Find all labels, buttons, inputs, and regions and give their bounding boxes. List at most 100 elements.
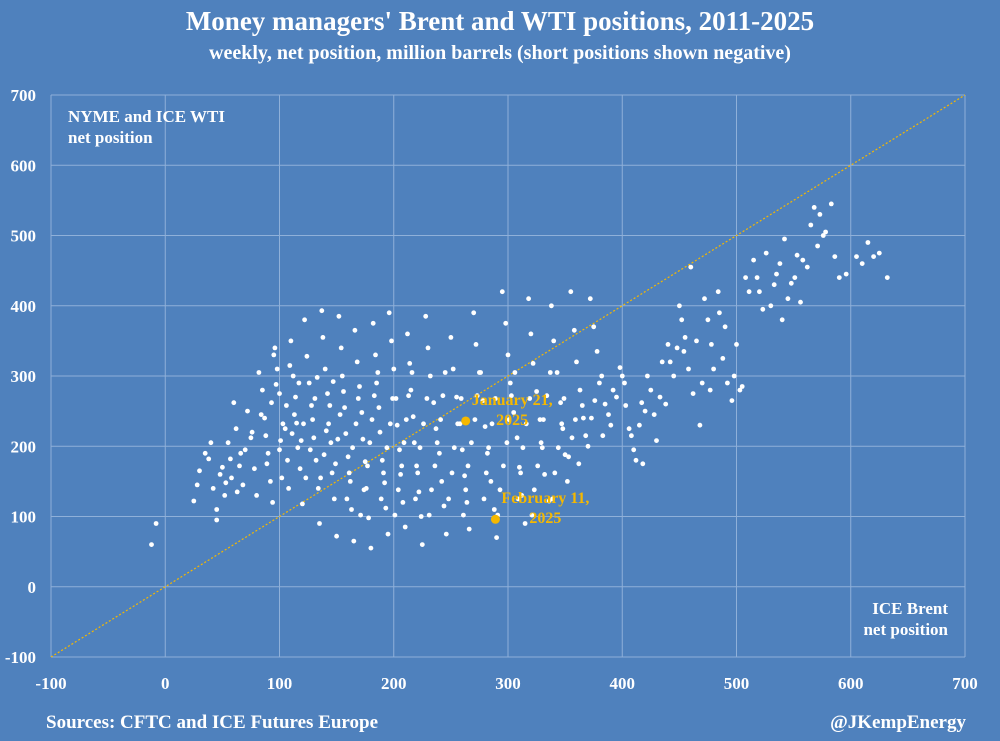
data-point-212	[800, 257, 806, 263]
data-point-42	[293, 394, 298, 400]
data-point-214	[811, 205, 817, 210]
data-point-74	[354, 359, 360, 365]
data-point-135	[499, 289, 505, 295]
data-point-264	[367, 440, 373, 446]
data-point-374	[832, 254, 838, 259]
data-point-350	[645, 373, 650, 379]
data-point-195	[711, 366, 716, 372]
data-point-266	[371, 393, 377, 399]
data-point-81	[368, 545, 374, 551]
data-point-242	[303, 475, 309, 481]
data-point-319	[523, 421, 529, 427]
data-point-336	[576, 461, 582, 467]
data-point-162	[577, 387, 583, 393]
data-point-119	[450, 366, 456, 372]
data-point-75	[357, 384, 362, 389]
data-point-299	[465, 463, 471, 469]
annotation-february-line-2: 2025	[529, 510, 562, 528]
data-point-156	[560, 426, 566, 432]
data-point-199	[729, 398, 735, 403]
data-point-179	[648, 387, 654, 393]
data-point-61	[329, 470, 335, 476]
x-axis-label-line-2: net position	[863, 620, 948, 639]
y-tick-label-8: 700	[11, 86, 37, 105]
data-point-14	[229, 475, 234, 481]
data-point-226	[234, 489, 240, 495]
data-point-84	[374, 380, 379, 386]
data-point-305	[483, 470, 489, 476]
data-point-258	[350, 445, 355, 451]
annotation-january: January 21, 2025	[472, 391, 553, 431]
data-point-49	[306, 380, 312, 386]
data-point-34	[277, 391, 282, 396]
data-point-290	[440, 393, 446, 399]
data-point-5	[202, 450, 208, 456]
data-point-251	[330, 379, 336, 384]
data-point-260	[355, 396, 361, 401]
x-tick-label-3: 200	[381, 674, 407, 693]
data-point-90	[385, 531, 391, 537]
data-point-330	[555, 445, 561, 451]
data-point-62	[331, 496, 337, 502]
data-point-185	[677, 303, 682, 309]
y-tick-label-7: 600	[11, 156, 37, 175]
highlight-points	[461, 416, 500, 524]
data-point-173	[623, 403, 629, 408]
data-point-59	[326, 421, 331, 427]
data-point-160	[571, 327, 577, 333]
data-point-37	[282, 426, 288, 432]
x-tick-label-8: 700	[952, 674, 978, 693]
data-point-154	[554, 370, 560, 375]
data-point-113	[433, 426, 439, 432]
data-point-22	[252, 466, 257, 472]
data-point-215	[817, 212, 823, 217]
data-point-77	[360, 436, 366, 442]
data-point-276	[401, 440, 407, 446]
data-point-76	[359, 410, 365, 415]
data-point-259	[353, 421, 359, 427]
data-point-159	[568, 289, 574, 295]
data-point-232	[273, 382, 279, 387]
data-point-234	[280, 421, 286, 427]
data-point-296	[458, 396, 464, 401]
data-point-153	[551, 338, 557, 344]
data-point-33	[274, 366, 280, 372]
data-point-169	[602, 401, 608, 407]
data-point-221	[871, 254, 876, 259]
y-tick-label-1: 0	[28, 578, 37, 597]
data-point-166	[591, 324, 597, 330]
data-point-246	[314, 375, 320, 380]
data-point-136	[503, 320, 509, 326]
data-point-194	[709, 342, 714, 347]
data-point-39	[286, 486, 291, 491]
data-point-340	[592, 398, 598, 403]
data-point-181	[659, 359, 665, 365]
data-point-50	[309, 403, 314, 408]
x-tick-label-2: 100	[267, 674, 293, 693]
data-point-274	[395, 487, 401, 493]
data-point-375	[843, 271, 849, 277]
data-point-231	[269, 400, 274, 406]
data-point-91	[386, 310, 392, 316]
data-point-359	[717, 310, 722, 316]
data-point-122	[459, 447, 465, 453]
data-point-281	[415, 470, 421, 476]
data-point-294	[451, 445, 457, 451]
reference-line	[50, 94, 966, 658]
data-point-46	[300, 501, 305, 507]
data-point-9	[214, 517, 220, 523]
data-point-129	[480, 398, 486, 403]
data-point-228	[249, 429, 255, 435]
data-point-68	[343, 431, 349, 436]
data-point-261	[358, 512, 363, 518]
data-point-363	[746, 289, 752, 295]
data-point-271	[387, 421, 393, 427]
data-point-118	[448, 335, 454, 340]
data-point-106	[416, 489, 422, 495]
data-point-69	[345, 454, 351, 460]
data-point-161	[574, 359, 579, 365]
data-point-295	[455, 421, 461, 427]
data-point-152	[549, 303, 554, 309]
data-point-60	[328, 440, 334, 446]
